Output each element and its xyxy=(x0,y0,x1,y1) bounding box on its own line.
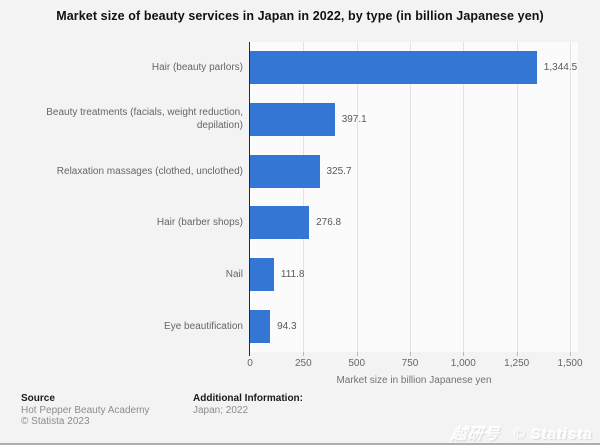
category-label: Hair (beauty parlors) xyxy=(151,62,243,74)
chart-row: Relaxation massages (clothed, unclothed)… xyxy=(0,145,600,197)
chart-row: Beauty treatments (facials, weight reduc… xyxy=(0,94,600,146)
bar-3 xyxy=(250,154,320,188)
gridline-x-1500 xyxy=(570,42,571,352)
bar-2 xyxy=(250,102,335,136)
chart-row: Nail 111.8 xyxy=(0,249,600,301)
plot-area xyxy=(250,42,578,356)
gridline-x-750 xyxy=(410,42,411,352)
bar-5 xyxy=(250,257,274,291)
x-tick-label-500: 500 xyxy=(348,358,366,369)
bar-4 xyxy=(250,206,310,240)
tick-mark-x-750 xyxy=(410,352,411,356)
x-tick-label-250: 250 xyxy=(294,358,312,369)
x-tick-label-1,250: 1,250 xyxy=(504,358,530,369)
chart-title: Market size of beauty services in Japan … xyxy=(56,9,544,23)
x-tick-label-0: 0 xyxy=(247,358,253,369)
bottom-border-line xyxy=(0,443,600,445)
chart-row: Hair (barber shops) 276.8 xyxy=(0,197,600,249)
value-label: 94.3 xyxy=(277,320,297,332)
watermark-statista-text: © Statista xyxy=(513,426,593,443)
value-label: 276.8 xyxy=(316,217,342,229)
value-label: 397.1 xyxy=(341,113,367,125)
x-axis-title: Market size in billion Japanese yen xyxy=(336,375,492,386)
x-tick-label-1,000: 1,000 xyxy=(450,358,476,369)
tick-mark-x-500 xyxy=(357,352,358,356)
source-block: Source Hot Pepper Beauty Academy © Stati… xyxy=(21,393,149,428)
statista-copyright: © Statista 2023 xyxy=(21,416,90,427)
bar-1 xyxy=(250,51,537,85)
chart-row: Hair (beauty parlors) 1,344.5 xyxy=(0,42,600,94)
category-label: Beauty treatments (facials, weight reduc… xyxy=(46,107,243,132)
category-label: Relaxation massages (clothed, unclothed) xyxy=(56,165,243,177)
category-label: Nail xyxy=(225,268,243,280)
gridline-x-1250 xyxy=(517,42,518,352)
tick-mark-x-250 xyxy=(303,352,304,356)
gridline-x-250 xyxy=(303,42,304,352)
gridline-x-500 xyxy=(357,42,358,352)
category-label: Hair (barber shops) xyxy=(156,217,243,229)
additional-info-heading: Additional Information: xyxy=(193,393,303,404)
watermark: 越研号 © Statista xyxy=(450,423,593,444)
source-name: Hot Pepper Beauty Academy xyxy=(21,404,150,416)
tick-mark-x-1500 xyxy=(570,352,571,356)
additional-info-block: Additional Information: Japan; 2022 xyxy=(193,393,303,416)
x-tick-label-750: 750 xyxy=(401,358,419,369)
watermark-logo-text: 越研号 xyxy=(450,426,501,443)
additional-info-text: Japan; 2022 xyxy=(193,404,249,416)
y-axis-line xyxy=(249,42,250,356)
value-label: 111.8 xyxy=(280,268,305,280)
tick-mark-x-1000 xyxy=(463,352,464,356)
chart-row: Eye beautification 94.3 xyxy=(0,300,600,352)
tick-mark-x-1250 xyxy=(517,352,518,356)
source-heading: Source xyxy=(21,393,55,404)
category-label: Eye beautification xyxy=(164,320,243,332)
gridline-x-1000 xyxy=(463,42,464,352)
bar-6 xyxy=(250,309,271,343)
value-label: 1,344.5 xyxy=(543,62,578,74)
x-tick-label-1,500: 1,500 xyxy=(557,358,583,369)
value-label: 325.7 xyxy=(326,165,352,177)
